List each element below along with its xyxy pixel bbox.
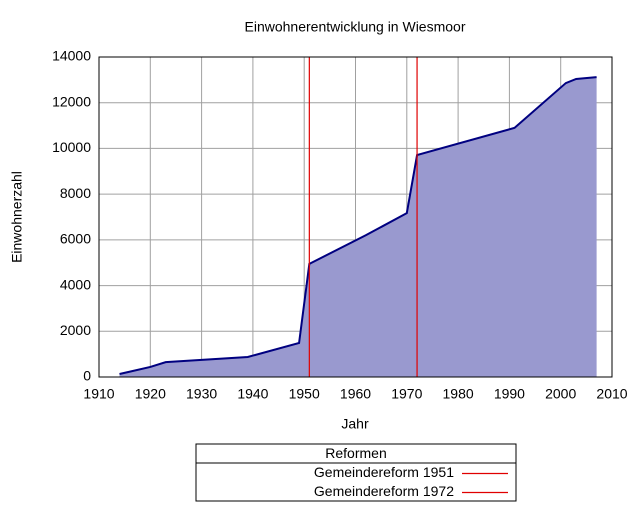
- x-tick-label: 1920: [135, 386, 166, 402]
- y-tick-label: 2000: [60, 322, 91, 338]
- x-tick-label: 2010: [596, 386, 627, 402]
- chart-title: Einwohnerentwicklung in Wiesmoor: [245, 19, 466, 35]
- y-tick-label: 14000: [52, 48, 91, 64]
- y-tick-label: 6000: [60, 231, 91, 247]
- plot-frame: [98, 56, 613, 378]
- x-tick-label: 1940: [237, 386, 268, 402]
- legend-box: [195, 443, 517, 502]
- legend-label: Gemeindereform 1951: [314, 464, 454, 480]
- legend-label: Gemeindereform 1972: [314, 483, 454, 499]
- area: [119, 77, 597, 377]
- x-tick-label: 1980: [443, 386, 474, 402]
- y-tick-label: 8000: [60, 185, 91, 201]
- x-tick-label: 1950: [289, 386, 320, 402]
- y-axis-label: Einwohnerzahl: [9, 171, 25, 263]
- x-axis-label: Jahr: [341, 416, 369, 432]
- y-tick-label: 10000: [52, 139, 91, 155]
- x-tick-label: 2000: [545, 386, 576, 402]
- x-tick-label: 1930: [186, 386, 217, 402]
- y-tick-label: 4000: [60, 276, 91, 292]
- x-tick-label: 1910: [83, 386, 114, 402]
- x-tick-label: 1990: [494, 386, 525, 402]
- line: [119, 76, 597, 376]
- y-tick-label: 12000: [52, 93, 91, 109]
- x-tick-label: 1970: [391, 386, 422, 402]
- legend-title: Reformen: [325, 445, 386, 461]
- x-tick-label: 1960: [340, 386, 371, 402]
- y-tick-label: 0: [83, 368, 91, 384]
